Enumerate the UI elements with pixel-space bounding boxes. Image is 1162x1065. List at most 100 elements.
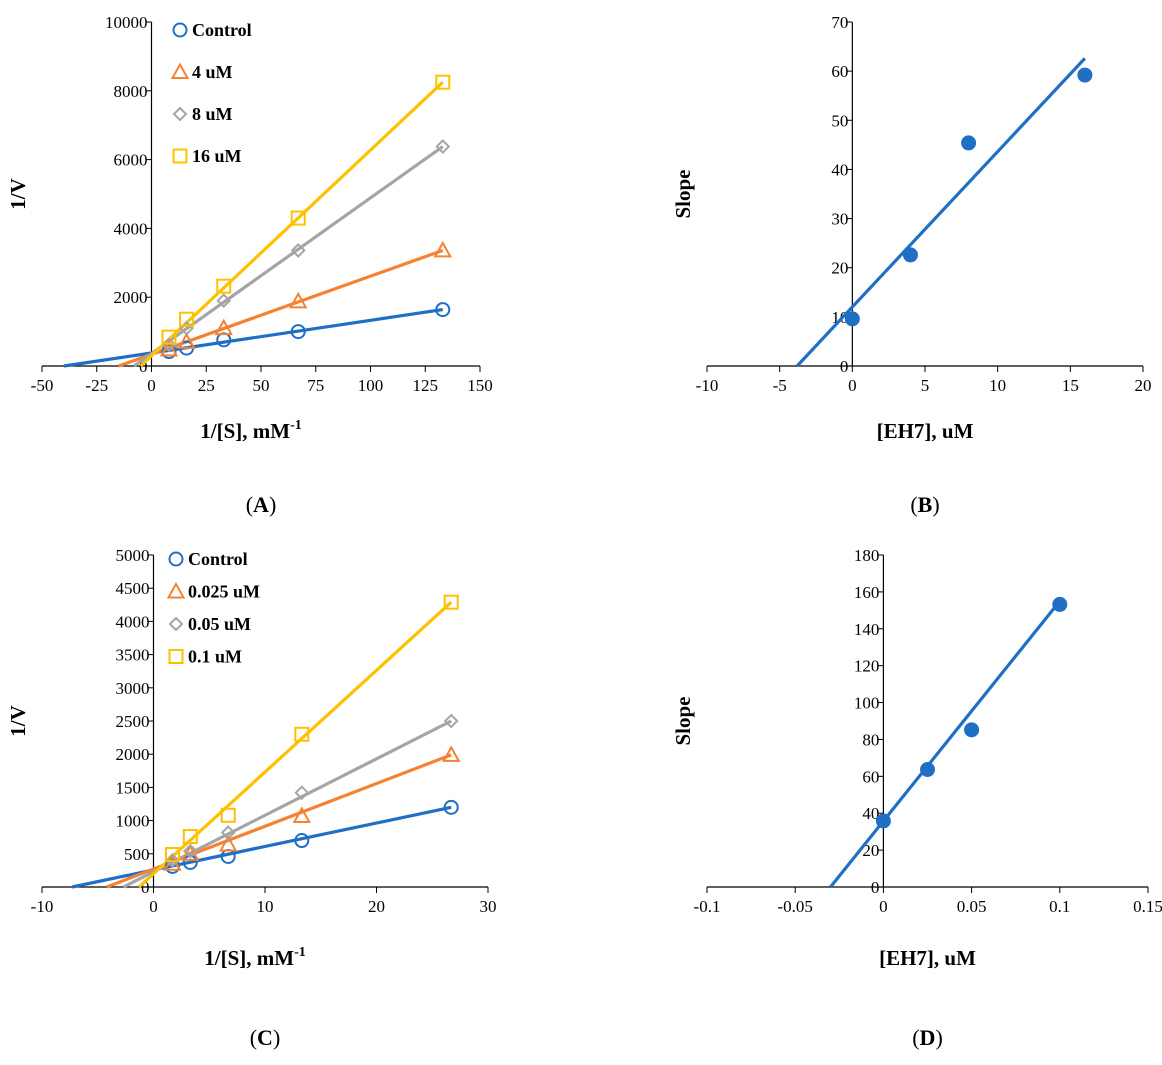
chart-panel-d: -0.1 -0.05 0 0.05 0.1 0.15 0 20 40 60 80 100 120 140 1… [671, 546, 1162, 1050]
legend-marker [168, 649, 184, 664]
data-point-4-um [433, 240, 452, 258]
y-tick-label: 60 [862, 767, 879, 786]
data-point-0.025-um [219, 834, 238, 852]
y-tick-label: 2000 [116, 745, 150, 764]
y-tick-label: 4000 [116, 612, 150, 631]
data-point-4-um [177, 332, 196, 349]
panel-label-letter: C [257, 1025, 273, 1050]
data-point-control [290, 324, 306, 340]
trendline-0.05-um [122, 719, 452, 889]
x-axis-title: 1/[S], mM-1 [200, 418, 302, 443]
x-axis-title: 1/[S], mM-1 [204, 945, 306, 970]
legend-label: 0.1 uM [188, 647, 242, 667]
data-point-8-um [435, 139, 451, 154]
x-tick-label: 75 [307, 376, 324, 395]
trendline-0.025-um [106, 753, 452, 889]
panel-label-open-paren: ( [246, 492, 253, 517]
data-point-slope [844, 311, 860, 327]
x-tick-label: -10 [696, 376, 719, 395]
y-tick-label: 2000 [114, 288, 148, 307]
chart-panel-a: -50 -25 0 25 50 75 100 125 150 0 2000 4000 6000 8000 1… [6, 13, 493, 517]
data-point-slope [964, 722, 980, 738]
trendline-8-um [133, 145, 444, 368]
data-point-control [216, 332, 232, 348]
x-tick-label: 10 [257, 897, 274, 916]
data-point-16-um [290, 210, 306, 226]
legend-label: 16 uM [192, 146, 242, 166]
y-tick-label: 6000 [114, 151, 148, 170]
legend-label: 4 uM [192, 62, 233, 82]
data-point-16-um [216, 278, 232, 294]
data-point-control [435, 302, 451, 318]
y-tick-label: 30 [831, 210, 848, 229]
y-axis-title: Slope [671, 696, 695, 745]
data-point-4-um [159, 339, 179, 357]
panel-label-open-paren: ( [910, 492, 917, 517]
data-point-0.05-um [443, 713, 459, 729]
y-axis-title: 1/V [6, 178, 30, 210]
data-point-control [161, 344, 177, 360]
y-tick-label: 500 [124, 845, 150, 864]
trendline-slope [829, 600, 1062, 889]
legend-marker [172, 22, 188, 38]
data-point-0.05-um [182, 843, 198, 859]
x-axis-title-superscript: -1 [290, 418, 302, 433]
x-tick-label: 0 [848, 376, 857, 395]
x-tick-label: 125 [413, 376, 439, 395]
y-tick-label: 140 [854, 620, 880, 639]
legend-label: 8 uM [192, 104, 233, 124]
y-tick-label: 120 [854, 657, 880, 676]
panel-label-letter: B [918, 492, 933, 517]
y-tick-label: 20 [862, 841, 879, 860]
panel-label-close-paren: ) [269, 492, 276, 517]
y-tick-label: 160 [854, 583, 880, 602]
y-tick-label: 1500 [116, 778, 150, 797]
x-tick-label: 0 [879, 897, 888, 916]
trendline-control [71, 805, 452, 889]
x-tick-label: 0 [147, 376, 156, 395]
data-point-16-um [161, 329, 177, 345]
y-axis-title: 1/V [6, 705, 30, 737]
x-tick-label: 0.05 [957, 897, 987, 916]
y-tick-label: 0 [840, 357, 849, 376]
x-tick-label: 10 [989, 376, 1006, 395]
y-tick-label: 10000 [105, 13, 148, 32]
y-tick-label: 180 [854, 546, 880, 565]
x-tick-label: 25 [198, 376, 215, 395]
x-tick-label: 0.1 [1049, 897, 1070, 916]
x-axis-title-text: [EH7], uM [877, 419, 974, 443]
chart-panel-c: -10 0 10 20 30 0 500 1000 1500 2000 2500 3000 3500 40… [6, 546, 497, 1050]
x-tick-label: 15 [1062, 376, 1079, 395]
legend-label: Control [188, 549, 248, 569]
data-point-control [294, 833, 310, 849]
legend-marker [168, 616, 184, 632]
x-tick-label: 50 [253, 376, 270, 395]
x-tick-label: 150 [467, 376, 493, 395]
panel-label-open-paren: ( [250, 1025, 257, 1050]
chart-panel-b: -10 -5 0 5 10 15 20 0 10 20 30 40 50 60 70 [EH7], uM Slo… [671, 13, 1152, 517]
x-axis-title: [EH7], uM [879, 946, 976, 970]
panel-label-open-paren: ( [912, 1025, 919, 1050]
y-tick-label: 20 [831, 259, 848, 278]
y-tick-label: 1000 [116, 812, 150, 831]
panel-label-letter: A [253, 492, 269, 517]
x-tick-label: 30 [480, 897, 497, 916]
data-point-4-um [289, 291, 308, 309]
x-axis-title-text: 1/[S], mM [200, 419, 290, 443]
panel-label: (D) [912, 1025, 943, 1050]
y-tick-label: 50 [831, 111, 848, 130]
panel-label-letter: D [920, 1025, 936, 1050]
legend-label: Control [192, 20, 252, 40]
data-point-slope [961, 135, 977, 151]
x-tick-label: 100 [358, 376, 384, 395]
x-tick-label: 20 [368, 897, 385, 916]
y-tick-label: 10 [831, 308, 848, 327]
x-tick-label: -50 [31, 376, 54, 395]
data-point-16-um [435, 74, 451, 90]
y-tick-label: 40 [862, 804, 879, 823]
legend-marker [172, 148, 188, 164]
x-tick-label: -0.05 [777, 897, 812, 916]
y-tick-label: 5000 [116, 546, 150, 565]
panel-label: (A) [246, 492, 277, 517]
x-tick-label: 0 [149, 897, 158, 916]
